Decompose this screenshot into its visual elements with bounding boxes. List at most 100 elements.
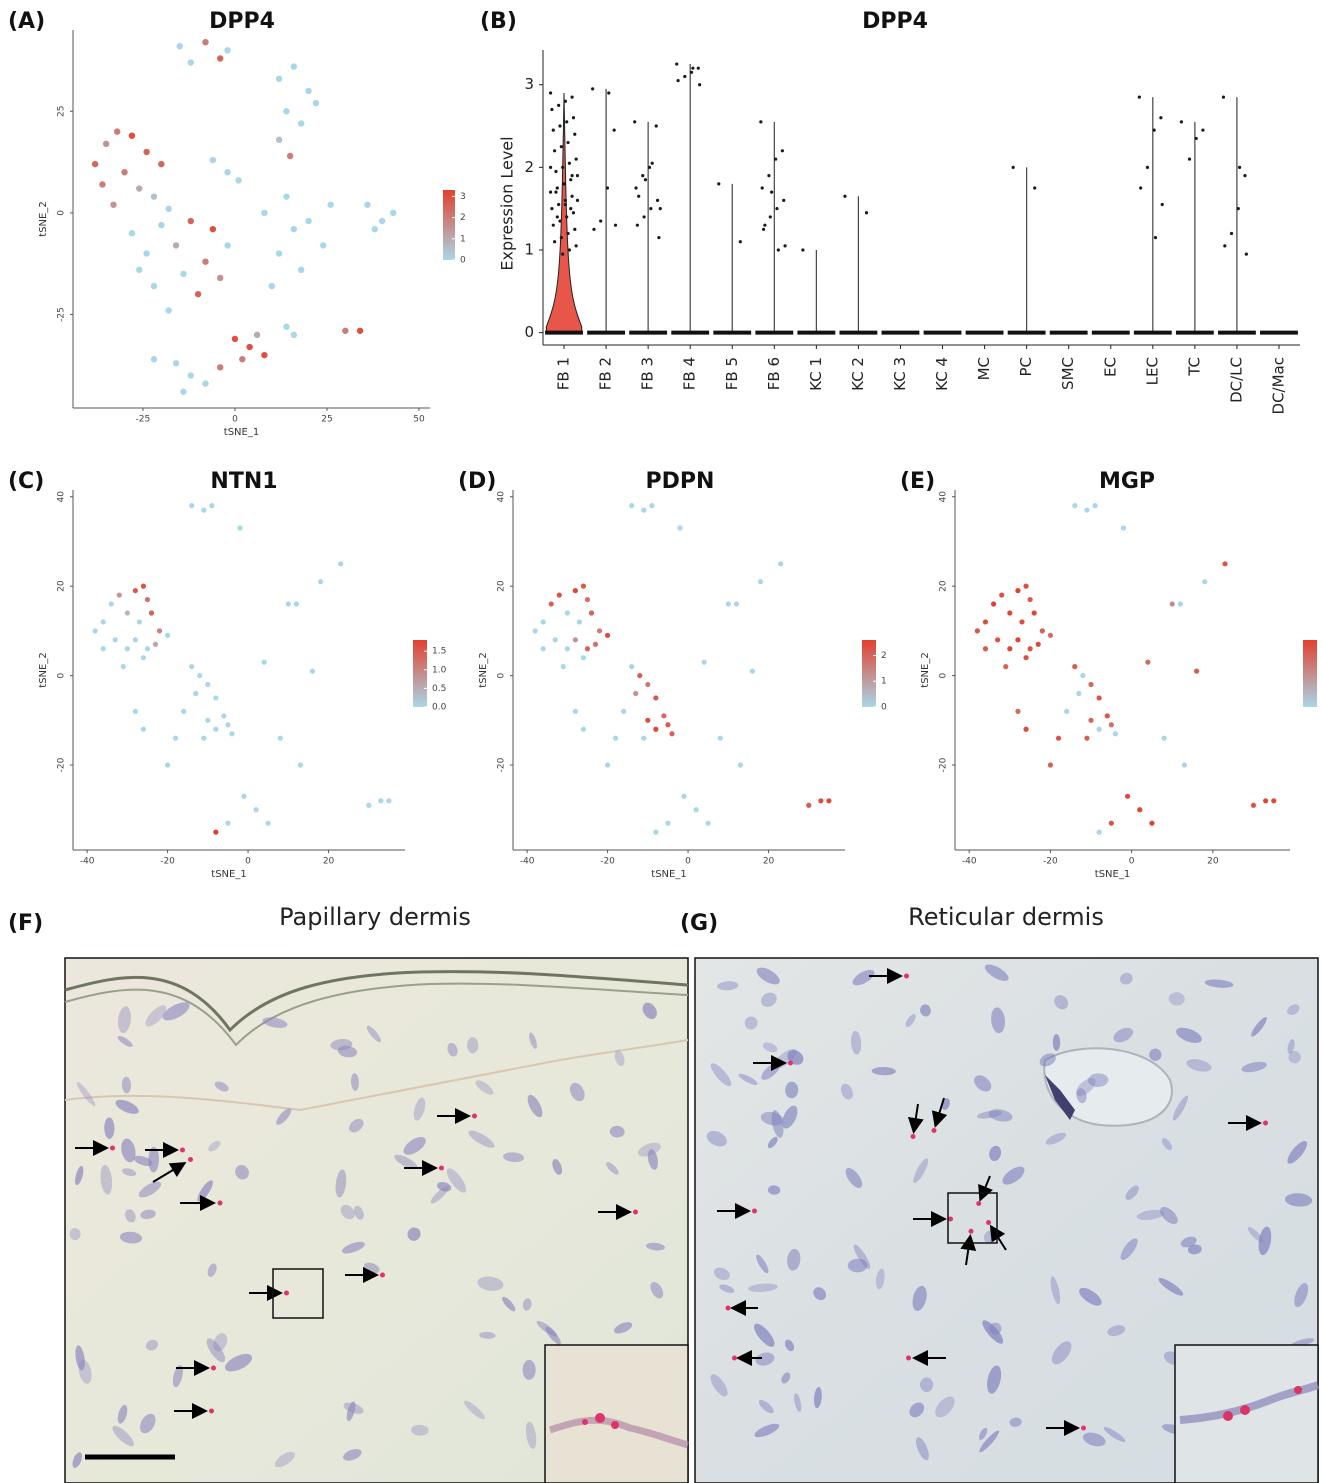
cell-point [572, 588, 578, 594]
cell [755, 1352, 775, 1366]
cell-point [778, 561, 784, 567]
cell-point [613, 735, 619, 741]
x-axis-label: tSNE_1 [1095, 869, 1130, 880]
cell-point [108, 601, 114, 607]
cell [117, 1006, 132, 1034]
cell [982, 1320, 1004, 1344]
cell [162, 1002, 190, 1021]
cell-point [576, 619, 583, 625]
cell-point [209, 156, 217, 164]
cell-point [1201, 128, 1205, 132]
cell-point [283, 323, 290, 330]
cell-point [338, 561, 344, 567]
cell-point [693, 807, 699, 813]
cell [756, 967, 780, 985]
cell [274, 1451, 295, 1468]
cell [330, 1039, 353, 1051]
cell [650, 1281, 664, 1299]
cell-point [100, 619, 106, 625]
chart: (A) DPP4 -25 0 25 50 -25 0 25 tSNE_1 tSNE_2 0 1 2 3 [8, 9, 466, 438]
cell-point [1019, 619, 1025, 625]
cell-point [556, 592, 562, 598]
cell [1284, 1193, 1313, 1207]
x-tick-label: 0 [245, 857, 251, 867]
cell-point [717, 735, 723, 741]
cell [1076, 1077, 1096, 1096]
cell-point [100, 646, 106, 652]
cell-point [268, 282, 275, 290]
cell-point [580, 726, 587, 732]
cell-point [132, 637, 138, 643]
colorbar-label: 1 [881, 677, 887, 687]
cell-point [143, 148, 150, 156]
cell-point [599, 219, 603, 223]
arrow [989, 1224, 1007, 1251]
x-tick-label: -40 [962, 857, 977, 867]
cell [614, 1050, 625, 1067]
cell-point [389, 209, 397, 217]
cell-point [760, 186, 764, 190]
cell-point [1039, 628, 1045, 634]
cell [1287, 1140, 1308, 1164]
cell-point [782, 198, 786, 202]
cell-point [604, 762, 611, 768]
cell-point [1108, 722, 1114, 728]
colorbar [443, 190, 455, 260]
x-tick-label: 25 [321, 415, 332, 425]
cell-point [696, 66, 700, 70]
x-tick-label: -40 [520, 857, 535, 867]
cell [748, 1283, 778, 1292]
cell-point [596, 628, 603, 634]
cell-point [653, 695, 659, 701]
x-tick-label: KC 2 [849, 357, 867, 391]
cell-point [571, 116, 576, 120]
cell-point [677, 525, 683, 531]
cell [974, 1075, 992, 1092]
cell-point [1096, 695, 1102, 701]
cell-point [364, 201, 371, 208]
cell-point [540, 646, 546, 652]
cell [845, 1168, 863, 1188]
arrow [978, 1175, 993, 1202]
cell-point [172, 242, 180, 249]
cell-point [1160, 202, 1164, 207]
y-tick-label: 0 [939, 672, 949, 678]
cell-point [1181, 762, 1188, 768]
cell-point [776, 248, 780, 252]
cell [447, 1042, 458, 1057]
micrograph [694, 957, 1320, 1483]
cell [1287, 1004, 1300, 1015]
cell-point [843, 194, 847, 198]
x-tick-label: 20 [323, 857, 335, 867]
cell-point [1120, 525, 1127, 531]
cell-point [566, 140, 570, 145]
cell-point [635, 223, 639, 227]
cell-point [558, 124, 562, 128]
cell-point [584, 646, 591, 652]
cell-point [1137, 95, 1141, 99]
cell [394, 1154, 418, 1170]
x-tick-label: 20 [763, 857, 775, 867]
cell-point [217, 274, 224, 282]
cell [785, 1081, 799, 1099]
cell-point [645, 717, 651, 723]
cell-point [1031, 610, 1037, 616]
cell-point [613, 223, 618, 227]
cell [224, 1353, 253, 1372]
cell-point [213, 829, 219, 835]
cell [782, 1105, 798, 1129]
x-tick-label: -20 [160, 857, 175, 867]
cell-point [136, 266, 143, 274]
chart: (D) PDPN -40 -20 0 20 -20 0 20 40 tSNE_1 tSNE_2 0 1 2 [458, 469, 887, 880]
stain-dot [188, 1157, 193, 1162]
cell-point [705, 820, 711, 826]
cell-point [1236, 207, 1240, 211]
cell-point [738, 240, 742, 244]
cell [437, 1181, 452, 1192]
colorbar [1303, 640, 1317, 707]
cell [112, 1425, 134, 1447]
cell-point [643, 178, 648, 182]
stain-dot [633, 1209, 638, 1215]
stain-dot [948, 1216, 953, 1222]
chart-title: MGP [1099, 469, 1155, 494]
